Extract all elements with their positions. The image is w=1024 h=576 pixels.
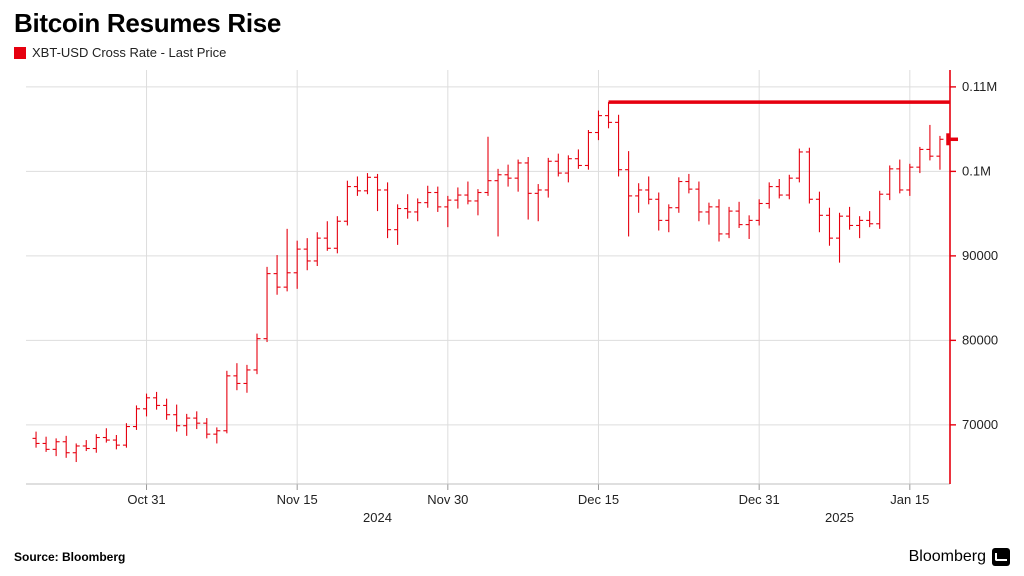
svg-text:Oct 31: Oct 31 <box>127 492 165 507</box>
svg-text:90000: 90000 <box>962 248 998 263</box>
svg-text:Jan 15: Jan 15 <box>890 492 929 507</box>
legend: XBT-USD Cross Rate - Last Price <box>14 45 1010 60</box>
svg-text:Nov 30: Nov 30 <box>427 492 468 507</box>
svg-text:80000: 80000 <box>962 332 998 347</box>
brand: Bloomberg <box>909 548 1010 566</box>
chart-svg: 70000 80000 90000 0.1M 0.11M Oct 31 Nov 15 Nov … <box>14 64 1010 534</box>
brand-label: Bloomberg <box>909 548 986 566</box>
svg-text:Dec 31: Dec 31 <box>739 492 780 507</box>
svg-text:0.11M: 0.11M <box>962 79 997 94</box>
svg-text:Dec 15: Dec 15 <box>578 492 619 507</box>
svg-text:Nov 15: Nov 15 <box>277 492 318 507</box>
svg-text:2024: 2024 <box>363 510 392 525</box>
brand-icon <box>992 548 1010 566</box>
chart: 70000 80000 90000 0.1M 0.11M Oct 31 Nov 15 Nov … <box>14 64 1010 542</box>
legend-label: XBT-USD Cross Rate - Last Price <box>32 45 226 60</box>
source-label: Source: Bloomberg <box>14 550 125 564</box>
chart-title: Bitcoin Resumes Rise <box>14 8 1010 39</box>
svg-text:0.1M: 0.1M <box>962 163 991 178</box>
svg-text:2025: 2025 <box>825 510 854 525</box>
legend-swatch <box>14 47 26 59</box>
svg-text:70000: 70000 <box>962 417 998 432</box>
